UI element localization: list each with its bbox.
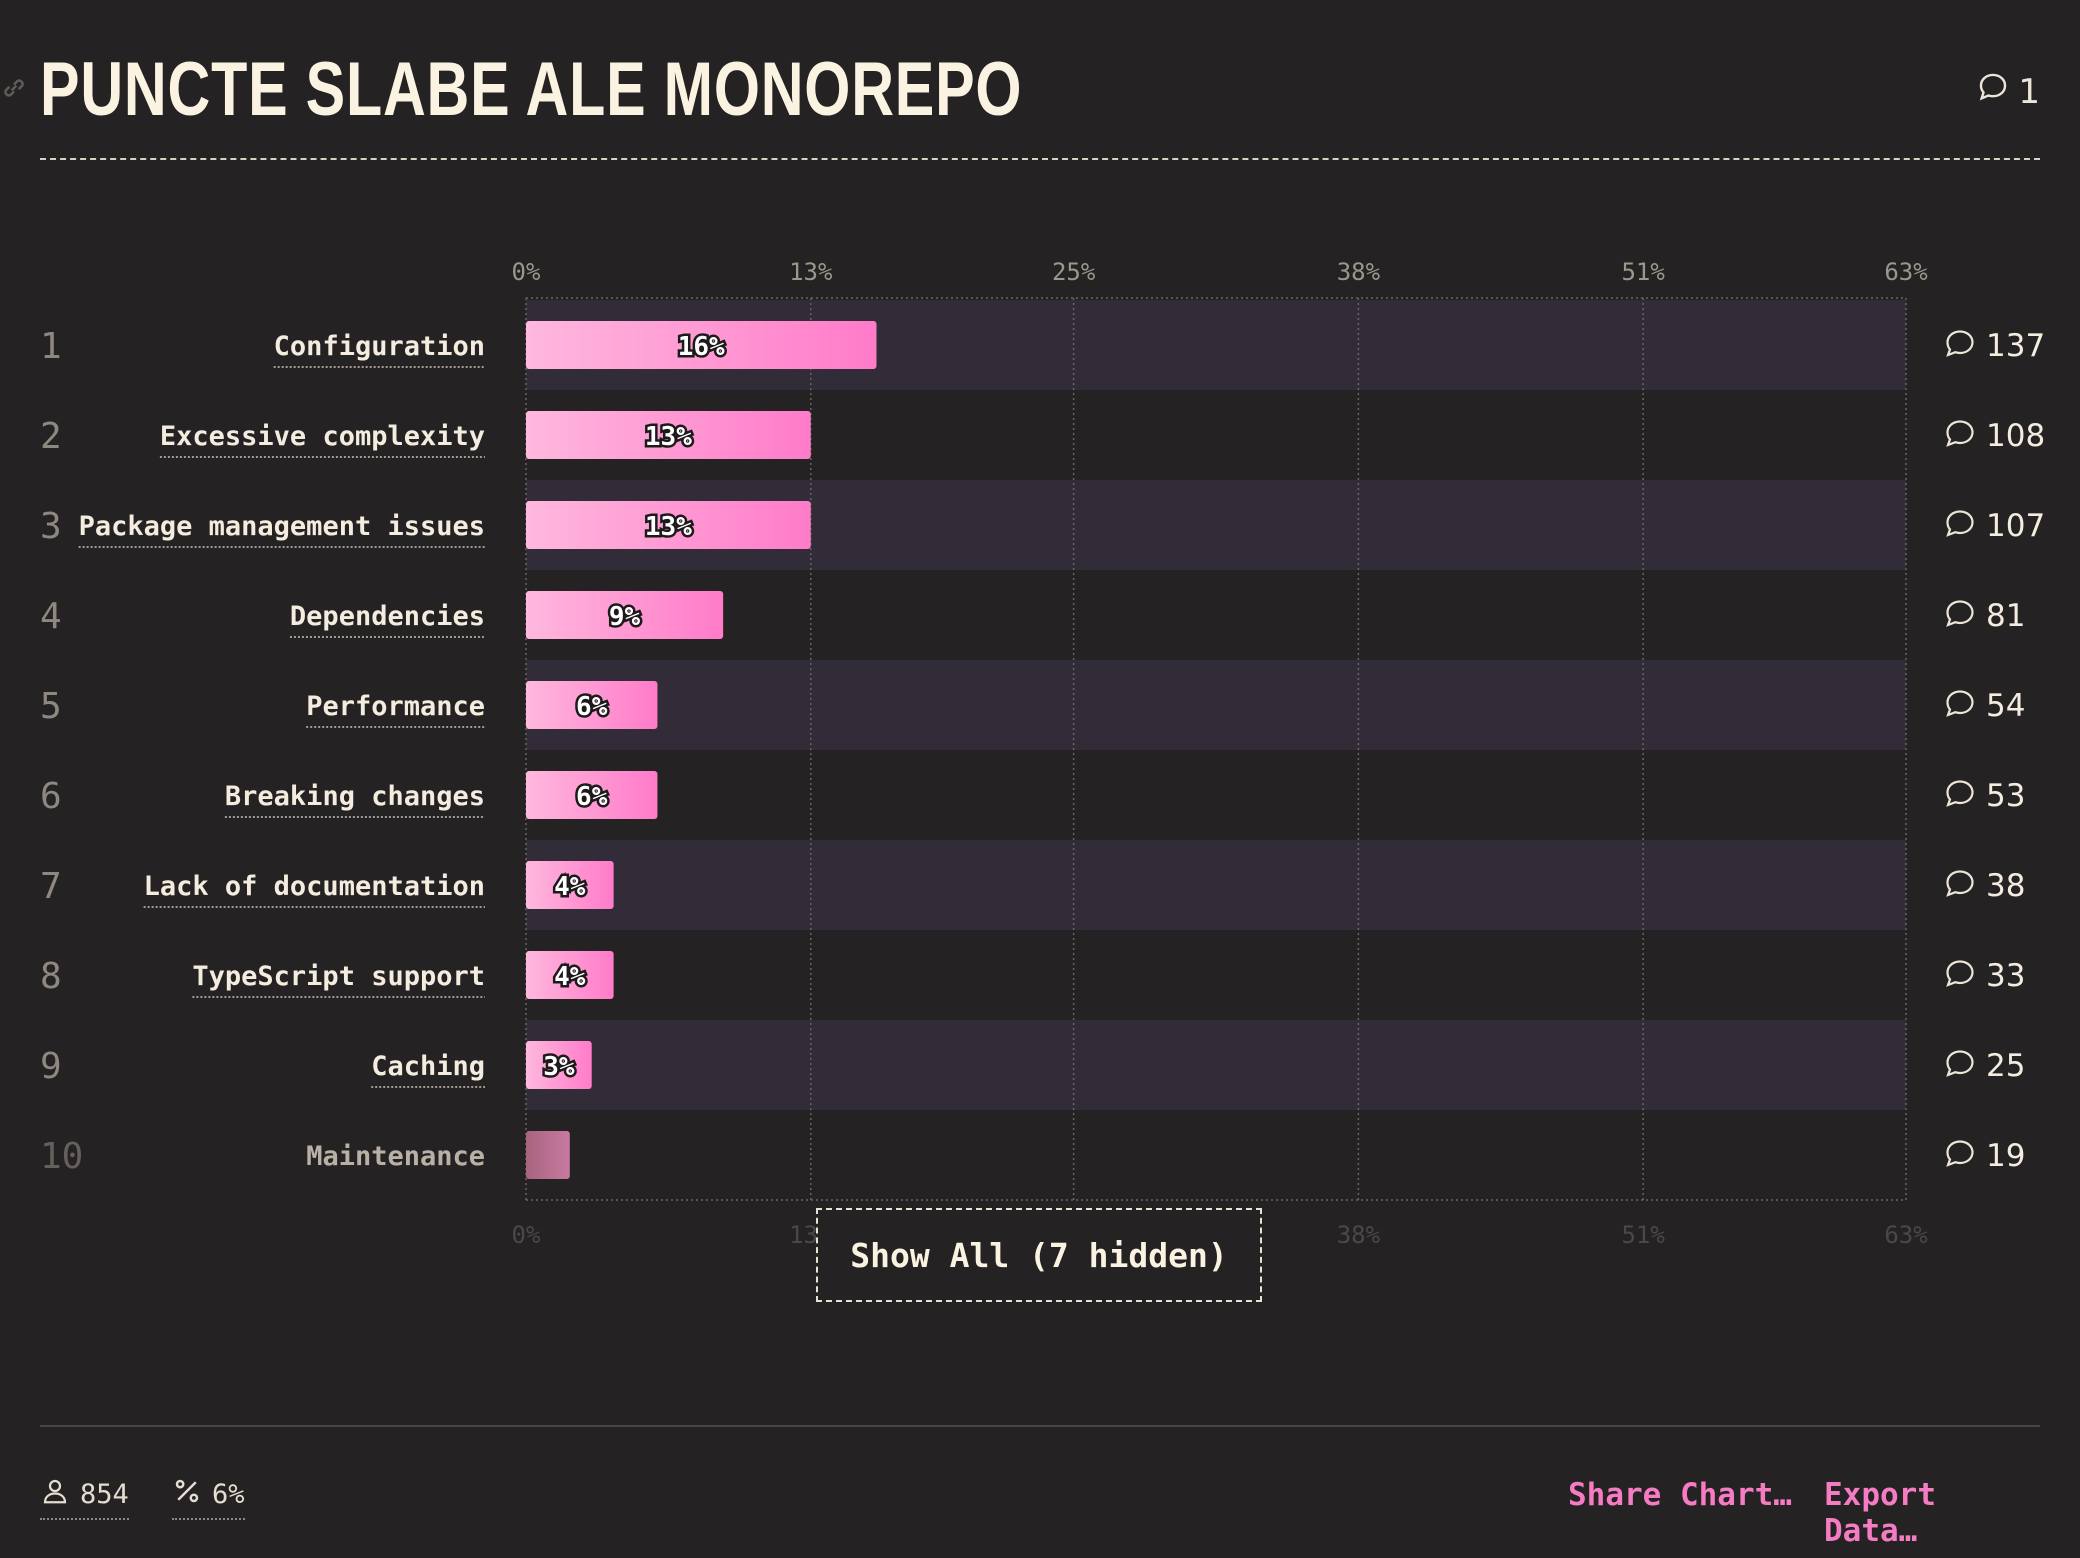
chart-comments-button[interactable]: 1 (1976, 70, 2040, 113)
bar[interactable] (526, 321, 877, 369)
bar-chart: 0%0%13%13%25%25%38%38%51%51%63%63%1Confi… (40, 258, 2045, 1249)
chart-header: PUNCTE SLABE ALE MONOREPO 1 (4, 40, 2040, 160)
bar[interactable] (526, 771, 658, 819)
category-label[interactable]: Lack of documentation (144, 871, 485, 902)
bar-value-label: 3% (543, 1052, 575, 1082)
category-label[interactable]: Dependencies (290, 601, 485, 632)
chart-footer: 854 6% Share Chart… Export Data… (40, 1425, 2040, 1549)
respondents-count: 854 (80, 1479, 129, 1510)
comment-icon (1976, 70, 2010, 113)
respondents-stat[interactable]: 854 (40, 1475, 129, 1520)
row-rank: 10 (40, 1136, 83, 1177)
comment-count: 1 (2018, 71, 2040, 112)
category-label[interactable]: Excessive complexity (160, 421, 485, 452)
x-tick-label: 0% (512, 258, 541, 286)
bar[interactable] (526, 1041, 592, 1089)
comment-icon[interactable] (1946, 420, 1974, 447)
row-rank: 3 (40, 506, 62, 547)
comment-icon[interactable] (1946, 780, 1974, 807)
row-rank: 4 (40, 596, 62, 637)
row-stripe (526, 840, 1906, 930)
x-tick-label: 13% (789, 258, 833, 286)
category-label[interactable]: TypeScript support (192, 961, 485, 992)
percentage-value: 6% (212, 1479, 245, 1510)
comment-icon[interactable] (1946, 330, 1974, 357)
comment-icon[interactable] (1946, 1140, 1974, 1167)
bar[interactable] (526, 861, 614, 909)
bar-value-label: 6% (576, 782, 608, 812)
comment-count[interactable]: 108 (1986, 418, 2045, 454)
row-rank: 7 (40, 866, 62, 907)
export-data-button[interactable]: Export Data… (1824, 1477, 1936, 1549)
bar-value-label: 4% (554, 872, 586, 902)
x-tick-label: 38% (1337, 258, 1381, 286)
row-stripe (526, 1020, 1906, 1110)
show-all-button[interactable]: Show All (7 hidden) (816, 1208, 1262, 1302)
bar[interactable] (526, 411, 811, 459)
bar-value-label: 16% (678, 332, 725, 362)
bar-value-label: 13% (645, 422, 692, 452)
category-label[interactable]: Breaking changes (225, 781, 485, 812)
comment-count[interactable]: 38 (1986, 868, 2025, 904)
comment-count[interactable]: 137 (1986, 328, 2045, 364)
comment-icon[interactable] (1946, 870, 1974, 897)
share-chart-button[interactable]: Share Chart… (1568, 1477, 1792, 1513)
comment-count[interactable]: 19 (1986, 1138, 2025, 1174)
comment-count[interactable]: 107 (1986, 508, 2045, 544)
x-tick-label-bottom: 0% (512, 1221, 541, 1249)
comment-count[interactable]: 53 (1986, 778, 2025, 814)
comment-icon[interactable] (1946, 960, 1974, 987)
x-tick-label: 63% (1884, 258, 1928, 286)
row-rank: 1 (40, 326, 62, 367)
comment-icon[interactable] (1946, 600, 1974, 627)
x-tick-label: 51% (1621, 258, 1665, 286)
x-tick-label-bottom: 51% (1621, 1221, 1665, 1249)
bar-value-label: 4% (554, 962, 586, 992)
page-title: PUNCTE SLABE ALE MONOREPO (40, 47, 1023, 132)
bar[interactable] (526, 681, 658, 729)
bar[interactable] (526, 951, 614, 999)
comment-count[interactable]: 25 (1986, 1048, 2025, 1084)
comment-icon[interactable] (1946, 1050, 1974, 1077)
category-label[interactable]: Caching (371, 1051, 485, 1082)
category-label[interactable]: Performance (306, 691, 485, 722)
row-rank: 2 (40, 416, 62, 457)
category-label[interactable]: Configuration (274, 331, 485, 362)
x-tick-label-bottom: 38% (1337, 1221, 1381, 1249)
comment-count[interactable]: 54 (1986, 688, 2025, 724)
category-label[interactable]: Package management issues (79, 511, 485, 542)
percent-icon (172, 1475, 202, 1514)
comment-icon[interactable] (1946, 690, 1974, 717)
comment-count[interactable]: 33 (1986, 958, 2025, 994)
x-tick-label-bottom: 63% (1884, 1221, 1928, 1249)
bar-value-label: 6% (576, 692, 608, 722)
row-rank: 9 (40, 1046, 62, 1087)
category-label[interactable]: Maintenance (306, 1141, 485, 1172)
percentage-stat[interactable]: 6% (172, 1475, 245, 1520)
bar[interactable] (526, 591, 724, 639)
bar[interactable] (526, 501, 811, 549)
row-rank: 6 (40, 776, 62, 817)
row-stripe (526, 660, 1906, 750)
bar-value-label: 9% (609, 602, 641, 632)
bar-value-label: 13% (645, 512, 692, 542)
user-icon (40, 1475, 70, 1514)
row-rank: 5 (40, 686, 62, 727)
comment-icon[interactable] (1946, 510, 1974, 537)
x-tick-label: 25% (1052, 258, 1096, 286)
row-rank: 8 (40, 956, 62, 997)
link-icon[interactable] (0, 74, 28, 106)
bar[interactable] (526, 1131, 570, 1179)
comment-count[interactable]: 81 (1986, 598, 2025, 634)
